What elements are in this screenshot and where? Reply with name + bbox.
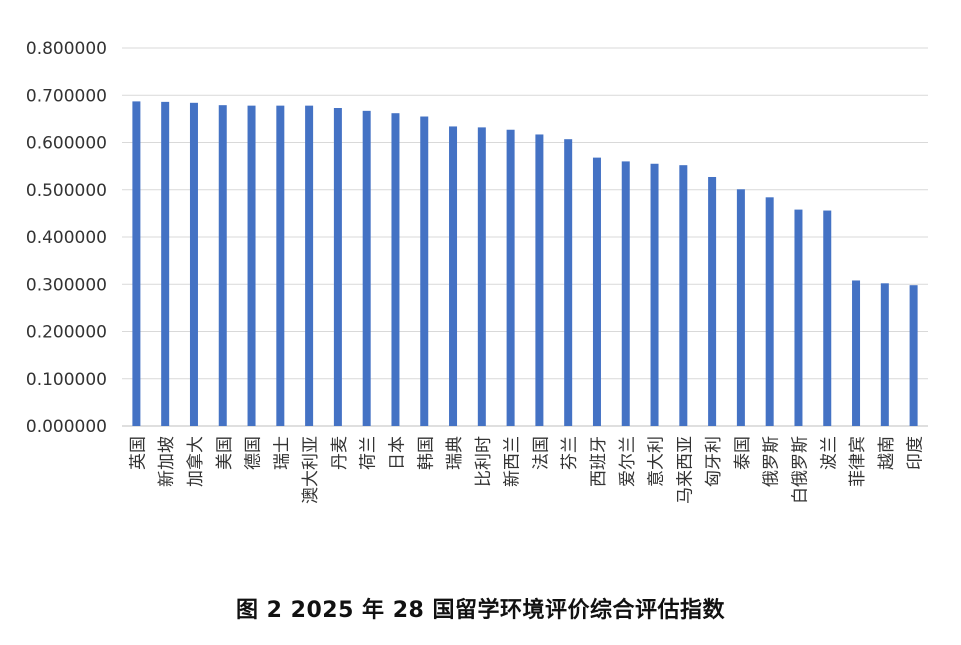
bar (362, 110, 371, 426)
figure-caption: 图 2 2025 年 28 国留学环境评价综合评估指数 (236, 598, 725, 623)
y-tick-label: 0.000000 (26, 417, 107, 437)
x-tick-label: 芬兰 (560, 436, 580, 470)
bar (852, 280, 861, 426)
y-tick-label: 0.600000 (26, 134, 107, 154)
bar-chart: 0.000000 0.100000 0.200000 0.300000 0.400000… (26, 39, 928, 504)
x-tick-label: 波兰 (819, 436, 839, 470)
x-tick-label: 比利时 (474, 436, 494, 487)
y-tick-label: 0.200000 (26, 323, 107, 343)
x-tick-label: 白俄罗斯 (790, 436, 810, 504)
x-tick-label: 匈牙利 (704, 436, 724, 487)
bar (506, 129, 515, 426)
x-axis-category-labels: 英国 新加坡 加拿大 美国 德国 瑞士 澳大利亚 丹麦 荷兰 日本 韩国 瑞典 比利时 新西兰 法国 芬兰 西班… (128, 436, 925, 504)
x-tick-label: 美国 (215, 436, 235, 470)
gridlines (122, 47, 928, 427)
x-tick-label: 意大利 (647, 436, 667, 487)
bar (477, 127, 486, 426)
bar (736, 189, 745, 426)
x-tick-label: 爱尔兰 (618, 436, 638, 487)
bar (247, 105, 256, 427)
y-tick-label: 0.700000 (26, 86, 107, 106)
y-axis-tick-labels: 0.000000 0.100000 0.200000 0.300000 0.400000… (26, 39, 107, 437)
bar (276, 105, 285, 427)
x-tick-label: 新加坡 (157, 436, 177, 487)
y-tick-label: 0.100000 (26, 370, 107, 390)
x-tick-label: 西班牙 (589, 436, 609, 487)
x-tick-label: 加拿大 (185, 436, 206, 487)
bar (621, 161, 630, 426)
y-tick-label: 0.500000 (26, 181, 107, 201)
bar (449, 126, 458, 426)
bar (161, 101, 170, 427)
x-tick-label: 瑞士 (272, 436, 292, 470)
bar (650, 163, 659, 426)
x-tick-label: 越南 (877, 436, 897, 470)
x-tick-label: 菲律宾 (848, 436, 868, 487)
x-tick-label: 日本 (387, 436, 407, 470)
x-tick-label: 俄罗斯 (762, 436, 782, 487)
bar (880, 283, 889, 426)
x-tick-label: 马来西亚 (675, 436, 695, 504)
bars (132, 101, 918, 427)
x-tick-label: 瑞典 (445, 436, 465, 470)
bar (189, 102, 198, 426)
bar (391, 113, 400, 426)
x-tick-label: 荷兰 (359, 436, 379, 470)
bar (535, 134, 544, 426)
bar (132, 101, 141, 426)
x-tick-label: 新西兰 (503, 436, 523, 487)
bar (564, 139, 573, 426)
bar (218, 105, 227, 427)
bar (333, 108, 342, 426)
bar (708, 176, 717, 426)
bar (679, 165, 688, 426)
x-tick-label: 英国 (128, 436, 148, 470)
x-tick-label: 泰国 (733, 436, 753, 470)
bar (823, 210, 832, 426)
bar (420, 116, 429, 426)
y-tick-label: 0.300000 (26, 275, 107, 295)
y-tick-label: 0.400000 (26, 228, 107, 248)
bar (794, 209, 803, 426)
bar (592, 157, 601, 426)
x-tick-label: 韩国 (416, 436, 436, 470)
bar (305, 105, 314, 427)
y-tick-label: 0.800000 (26, 39, 107, 59)
x-tick-label: 印度 (906, 436, 926, 470)
x-tick-label: 法国 (531, 436, 551, 470)
bar (765, 197, 774, 426)
bar (909, 285, 918, 426)
x-tick-label: 德国 (244, 436, 264, 470)
x-tick-label: 丹麦 (330, 436, 350, 470)
x-tick-label: 澳大利亚 (301, 436, 321, 504)
